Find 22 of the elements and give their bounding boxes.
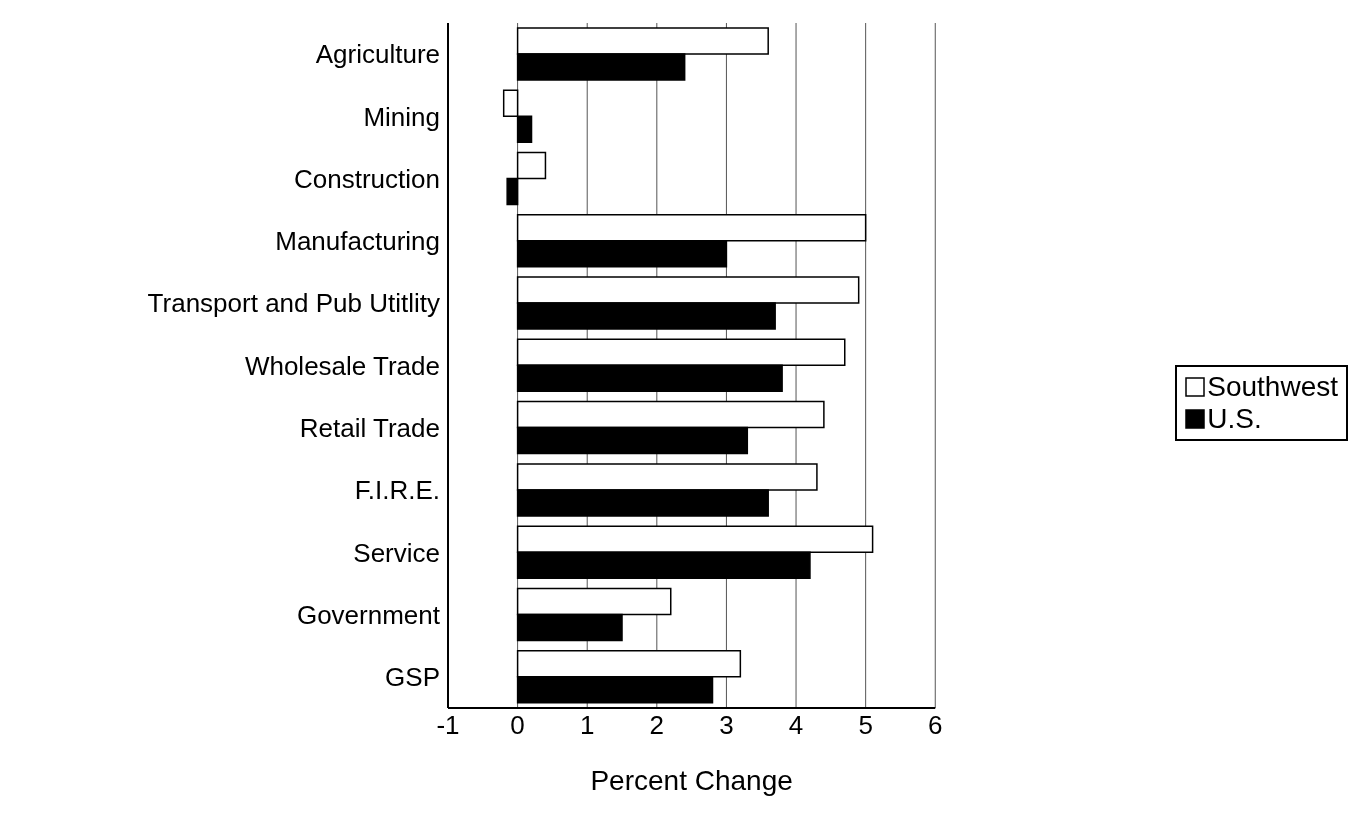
- y-tick-label: Construction: [294, 163, 440, 194]
- x-tick-label: 6: [928, 710, 943, 741]
- y-tick-label: Agriculture: [315, 39, 440, 70]
- y-tick-label: GSP: [385, 662, 440, 693]
- x-tick-label: 0: [510, 710, 525, 741]
- y-tick-label: Wholesale Trade: [244, 350, 440, 381]
- legend-label: Southwest: [1207, 371, 1338, 403]
- y-tick-label: F.I.R.E.: [354, 475, 440, 506]
- y-tick-label: Transport and Pub Utitlity: [147, 288, 440, 319]
- y-tick-label: Manufacturing: [275, 226, 440, 257]
- x-tick-label: -1: [436, 710, 460, 741]
- y-tick-label: Service: [353, 537, 440, 568]
- x-tick-label: 3: [719, 710, 734, 741]
- x-tick-label: 1: [579, 710, 595, 741]
- x-tick-label: 5: [858, 710, 873, 741]
- y-tick-label: Retail Trade: [299, 413, 440, 443]
- y-tick-label: Government: [296, 599, 441, 630]
- x-tick-label: 4: [788, 710, 804, 741]
- x-tick-label: 2: [649, 710, 665, 741]
- legend-label: U.S.: [1207, 403, 1262, 435]
- x-axis-title: Percent Change: [590, 765, 793, 796]
- y-tick-label: Mining: [363, 101, 440, 132]
